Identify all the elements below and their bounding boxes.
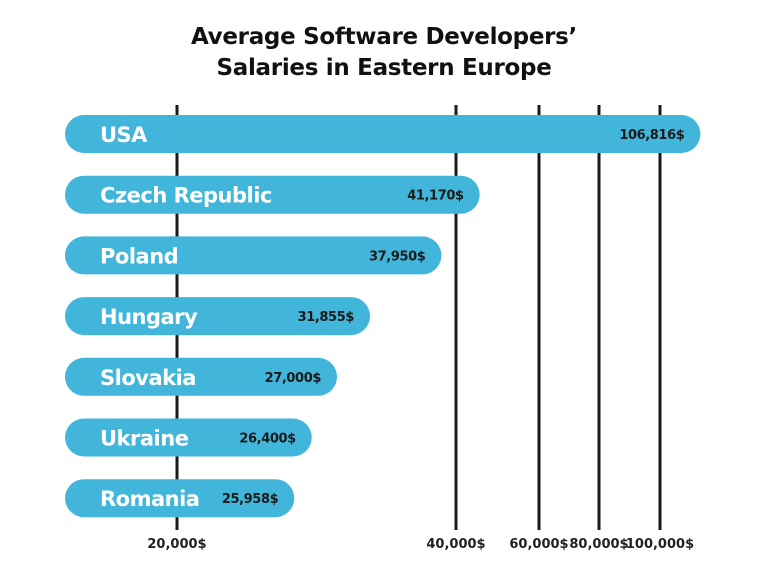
x-tick-label: 40,000$ bbox=[426, 537, 485, 552]
bar-category-label: Poland bbox=[100, 244, 178, 268]
bar-category-label: Czech Republic bbox=[100, 184, 272, 208]
bar-category-label: Hungary bbox=[100, 305, 198, 329]
bar-value-label: 41,170$ bbox=[407, 189, 464, 204]
x-tick-label: 80,000$ bbox=[569, 537, 628, 552]
bar bbox=[65, 357, 337, 396]
bar bbox=[65, 418, 312, 457]
bar bbox=[65, 115, 701, 153]
chart-title-line-1: Average Software Developers’ bbox=[191, 24, 577, 50]
x-tick-label: 20,000$ bbox=[147, 537, 206, 552]
bar bbox=[65, 479, 295, 518]
bar-value-label: 37,950$ bbox=[369, 249, 426, 264]
bar-category-label: Slovakia bbox=[100, 366, 196, 390]
chart-title: Average Software Developers’ Salaries in… bbox=[0, 22, 768, 84]
bar bbox=[65, 236, 442, 275]
bar-value-label: 106,816$ bbox=[619, 128, 684, 143]
bar-value-label: 27,000$ bbox=[265, 371, 322, 386]
x-tick-label: 100,000$ bbox=[626, 537, 694, 552]
bar-category-label: Ukraine bbox=[100, 427, 189, 451]
bar-value-label: 25,958$ bbox=[222, 492, 279, 507]
chart-title-line-2: Salaries in Eastern Europe bbox=[216, 55, 552, 81]
bar-category-label: Romania bbox=[100, 487, 199, 511]
bar bbox=[65, 175, 480, 214]
x-tick-label: 60,000$ bbox=[509, 537, 568, 552]
bar bbox=[65, 297, 371, 336]
bar-value-label: 31,855$ bbox=[298, 310, 355, 325]
bar-category-label: USA bbox=[100, 123, 148, 147]
bar-value-label: 26,400$ bbox=[239, 432, 296, 447]
